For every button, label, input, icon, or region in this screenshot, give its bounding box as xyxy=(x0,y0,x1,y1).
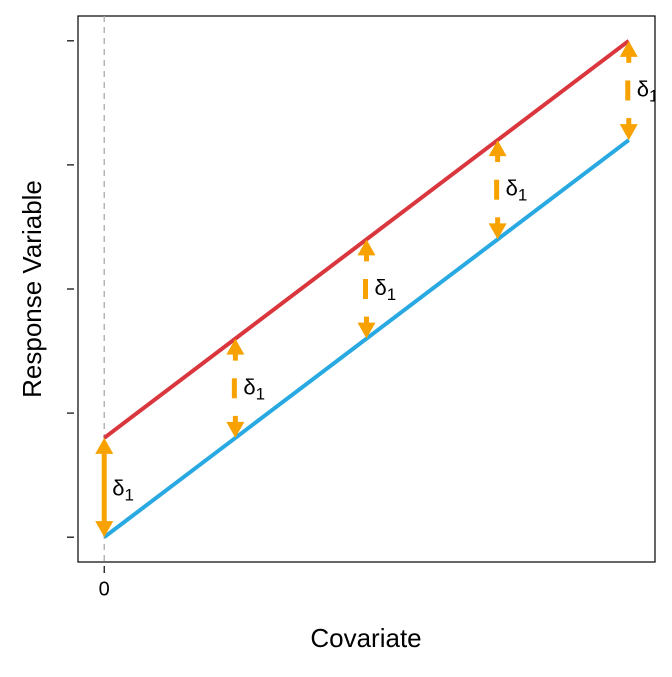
plot-frame xyxy=(77,15,656,563)
delta-label: δ1 xyxy=(243,374,265,404)
x-axis-label: Covariate xyxy=(310,623,421,653)
arrow-head xyxy=(488,223,507,240)
delta-subscript: 1 xyxy=(649,87,658,106)
delta-subscript: 1 xyxy=(256,385,265,404)
arrow-head xyxy=(95,437,114,454)
arrow-head xyxy=(357,322,376,339)
difference-arrow xyxy=(95,437,114,538)
delta-symbol: δ xyxy=(637,76,649,101)
series-line xyxy=(103,39,630,440)
arrow-head xyxy=(619,124,638,141)
delta-label: δ1 xyxy=(506,176,528,206)
y-axis-label: Response Variable xyxy=(17,180,47,398)
delta-label: δ1 xyxy=(637,76,659,106)
arrow-head xyxy=(226,421,245,438)
delta-label: δ1 xyxy=(112,475,134,505)
delta-label: δ1 xyxy=(375,275,397,305)
arrow-head xyxy=(95,521,114,538)
arrow-head xyxy=(619,40,638,57)
delta-symbol: δ xyxy=(243,374,255,399)
difference-arrow xyxy=(357,239,376,339)
delta-subscript: 1 xyxy=(387,285,396,304)
series-line xyxy=(103,138,630,539)
difference-arrow xyxy=(488,140,507,240)
arrow-head xyxy=(357,239,376,256)
delta-subscript: 1 xyxy=(518,186,527,205)
delta-symbol: δ xyxy=(375,275,387,300)
arrow-head xyxy=(488,140,507,157)
x-tick-label: 0 xyxy=(99,578,110,600)
delta-symbol: δ xyxy=(112,475,124,500)
delta-subscript: 1 xyxy=(124,486,133,505)
difference-arrow xyxy=(619,40,638,141)
delta-symbol: δ xyxy=(506,176,518,201)
arrow-head xyxy=(226,338,245,355)
difference-arrow xyxy=(226,338,245,438)
